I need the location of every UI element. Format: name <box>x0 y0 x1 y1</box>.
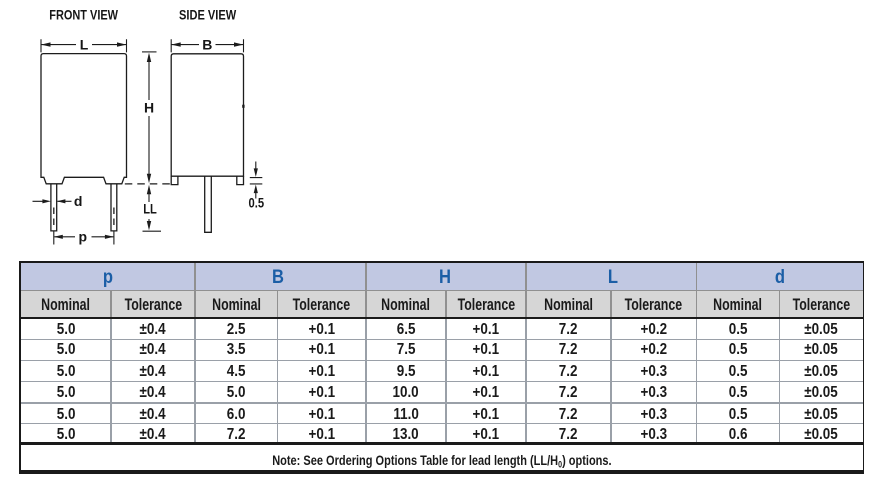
svg-text:FRONT VIEW: FRONT VIEW <box>49 8 118 23</box>
svg-text:p: p <box>79 229 88 245</box>
svg-text:L: L <box>80 36 89 52</box>
svg-text:LL: LL <box>143 201 157 217</box>
svg-text:d: d <box>74 193 83 209</box>
svg-text:0.5: 0.5 <box>249 195 265 210</box>
svg-text:B: B <box>202 36 212 52</box>
svg-text:SIDE VIEW: SIDE VIEW <box>179 8 236 23</box>
svg-text:H: H <box>144 100 154 116</box>
